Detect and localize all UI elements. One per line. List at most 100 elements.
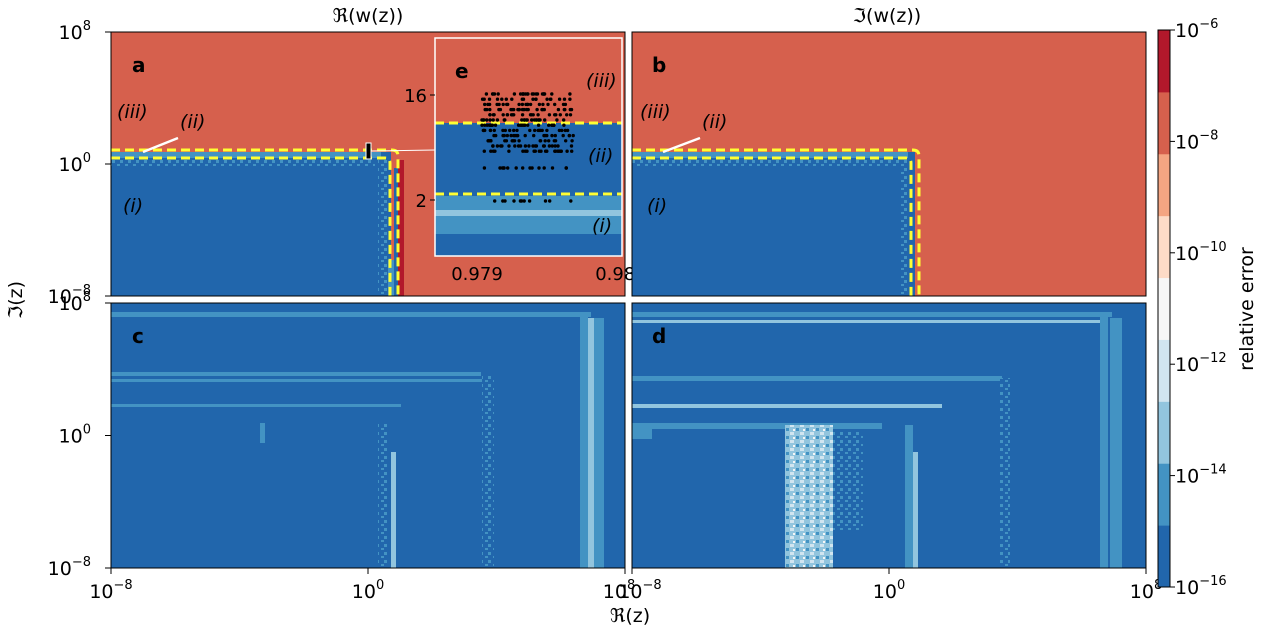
inset-point xyxy=(526,92,530,96)
inset-point xyxy=(508,128,512,133)
inset-point xyxy=(562,123,566,127)
inset-point xyxy=(505,133,510,138)
panel-d-background xyxy=(632,303,1146,568)
inset-point xyxy=(564,166,568,170)
inset-point xyxy=(523,144,528,148)
inset-point xyxy=(484,92,489,96)
inset-point xyxy=(557,128,562,133)
y-tick-label: 100 xyxy=(59,423,91,448)
inset-point xyxy=(535,92,540,96)
colorbar-tick-label: 10−8 xyxy=(1175,128,1218,153)
inset-point xyxy=(536,113,540,117)
inset-point xyxy=(541,102,545,107)
colorbar-tick-label: 10−12 xyxy=(1175,351,1227,376)
inset-point xyxy=(510,97,514,101)
inset-point xyxy=(528,102,533,107)
inset-point xyxy=(562,97,567,101)
inset-point xyxy=(521,92,526,96)
panel-b-region-ii-label: (ii) xyxy=(702,111,727,133)
inset-point xyxy=(489,139,493,143)
panel-a-region-iii-label: (iii) xyxy=(117,101,148,123)
inset-point xyxy=(558,113,562,117)
inset-point xyxy=(500,166,505,170)
inset-point xyxy=(567,133,572,138)
inset-point xyxy=(536,123,541,127)
inset-point xyxy=(498,166,502,170)
inset-point xyxy=(482,166,487,170)
inset-point xyxy=(522,118,526,122)
inset-scatter-points xyxy=(480,92,575,203)
panel-c-background xyxy=(111,303,625,568)
panel-b-boundary-inner xyxy=(632,156,913,296)
inset-point xyxy=(556,144,560,148)
panel-a-boundary-outer xyxy=(111,148,400,296)
inset-point xyxy=(526,102,530,107)
inset-point xyxy=(527,144,531,148)
panel-c-label: c xyxy=(132,324,144,348)
inset-point xyxy=(550,123,555,127)
panel-b-region-i xyxy=(632,152,915,296)
inset-point xyxy=(571,133,575,138)
inset-point xyxy=(533,144,537,148)
inset-point xyxy=(502,133,506,138)
panel-a-region-ii-label: (ii) xyxy=(180,111,205,133)
panel-d-label: d xyxy=(652,324,666,348)
inset-point xyxy=(527,199,532,203)
inset-point xyxy=(511,113,515,117)
inset-point xyxy=(568,107,572,112)
x-tick-label: 108 xyxy=(603,578,635,603)
inset-point xyxy=(536,128,540,133)
inset-point xyxy=(542,166,546,170)
x-tick-label: 108 xyxy=(1130,578,1162,603)
inset-point xyxy=(489,123,494,127)
inset-label: e xyxy=(455,59,469,83)
inset-point xyxy=(534,97,538,101)
inset-point xyxy=(540,128,544,133)
inset-point xyxy=(524,107,529,112)
inset-point xyxy=(495,144,500,148)
inset-point xyxy=(542,107,546,112)
inset-point xyxy=(496,92,500,96)
inset-point xyxy=(568,97,572,101)
inset-point xyxy=(523,133,527,138)
inset-point xyxy=(488,118,492,122)
inset-point xyxy=(481,118,485,122)
x-tick-label: 100 xyxy=(352,578,384,603)
inset-point xyxy=(528,166,532,170)
inset-point xyxy=(516,107,520,112)
panel-b-region-iii-label: (iii) xyxy=(640,101,671,123)
inset-point xyxy=(550,133,554,138)
inset-point xyxy=(553,102,557,107)
inset-point xyxy=(549,97,553,101)
inset-point xyxy=(510,107,515,112)
inset-point xyxy=(543,133,547,138)
inset-point xyxy=(542,92,547,96)
y-tick-label: 100 xyxy=(59,151,91,176)
inset-e: e (iii) (ii) (i) 16 2 0.979 0.982 xyxy=(404,37,647,285)
inset-point xyxy=(483,107,487,112)
colorbar: 10−6 10−8 10−10 10−12 10−14 10−16 relative er… xyxy=(1157,17,1258,599)
inset-point xyxy=(565,149,569,153)
inset-point xyxy=(547,123,551,127)
inset-point xyxy=(507,144,511,148)
inset-point xyxy=(560,128,564,133)
inset-point xyxy=(568,113,573,117)
colorbar-cell xyxy=(1158,463,1170,526)
inset-point xyxy=(563,128,567,133)
y-tick-label: 108 xyxy=(59,290,91,315)
inset-point xyxy=(520,102,525,107)
inset-ytick-2: 2 xyxy=(416,191,427,212)
inset-point xyxy=(530,92,534,96)
inset-point xyxy=(483,128,487,133)
inset-point xyxy=(537,149,541,153)
panel-b-boundary-outer xyxy=(632,148,921,296)
inset-point xyxy=(531,113,535,117)
y-tick-label: 10−8 xyxy=(48,555,91,580)
colorbar-cell xyxy=(1158,91,1170,155)
inset-point xyxy=(501,199,505,203)
panel-a-high-error-strip xyxy=(398,160,404,296)
inset-point xyxy=(537,166,541,170)
inset-point xyxy=(480,123,484,127)
inset-point xyxy=(517,102,521,107)
